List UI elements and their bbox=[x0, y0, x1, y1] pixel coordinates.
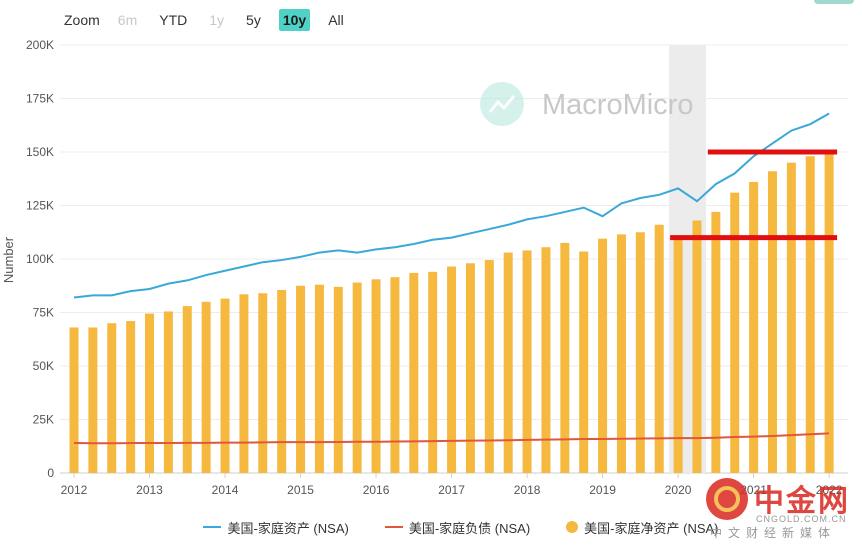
cngold-seal-ring-icon bbox=[714, 486, 740, 512]
y-tick-label: 175K bbox=[26, 92, 54, 106]
x-tick-label: 2013 bbox=[136, 483, 163, 497]
net-worth-bar bbox=[730, 192, 740, 473]
net-worth-bar bbox=[673, 237, 683, 473]
net-worth-bar bbox=[503, 252, 513, 473]
net-worth-bar bbox=[163, 311, 173, 473]
assets-line bbox=[73, 112, 830, 299]
net-worth-bar bbox=[654, 224, 664, 473]
net-worth-bar bbox=[107, 323, 117, 473]
net-worth-bar bbox=[352, 282, 362, 473]
assets-line-swatch-icon bbox=[203, 526, 222, 528]
net-worth-bar bbox=[314, 284, 324, 473]
net-worth-bars bbox=[69, 152, 834, 474]
source-tagline: 中文财经新媒体 bbox=[710, 526, 837, 540]
source-brand: 中金网 bbox=[754, 485, 850, 518]
net-worth-bar bbox=[484, 260, 494, 473]
highlight-lines bbox=[670, 149, 838, 241]
net-worth-bar bbox=[333, 286, 343, 473]
net-worth-bar bbox=[447, 266, 457, 473]
zoom-range-selector: Zoom 6m YTD 1y 5y 10y All bbox=[64, 8, 362, 32]
net-worth-bar bbox=[390, 277, 400, 473]
net-worth-bar bbox=[258, 293, 268, 473]
x-tick-label: 2014 bbox=[212, 483, 239, 497]
y-tick-label: 200K bbox=[26, 38, 54, 52]
x-tick-label: 2019 bbox=[589, 483, 616, 497]
net-worth-bar bbox=[296, 285, 306, 473]
x-tick-label: 2022 bbox=[816, 483, 843, 497]
net-worth-bar bbox=[220, 298, 230, 473]
macromicro-watermark: MacroMicro bbox=[480, 82, 693, 126]
watermark-logo-trend-icon bbox=[488, 95, 516, 113]
zoom-1y-button[interactable]: 1y bbox=[209, 12, 225, 28]
zoom-6m-button[interactable]: 6m bbox=[117, 12, 138, 28]
x-tick-label: 2015 bbox=[287, 483, 314, 497]
x-tick-label: 2020 bbox=[665, 483, 692, 497]
source-logo-badge: 中金网 CNGOLD.COM.CN 中文财经新媒体 bbox=[704, 474, 862, 549]
zoom-label: Zoom bbox=[64, 12, 100, 28]
legend-item-assets[interactable]: 美国-家庭资产 (NSA) bbox=[203, 516, 349, 538]
corner-tab[interactable] bbox=[814, 0, 854, 4]
net-worth-bar bbox=[579, 251, 589, 473]
net-worth-bar bbox=[465, 263, 475, 473]
net-worth-bar bbox=[126, 321, 136, 473]
net-worth-bar bbox=[277, 290, 287, 473]
net-worth-dot-swatch-icon bbox=[566, 521, 579, 533]
net-worth-bar bbox=[541, 247, 551, 473]
net-worth-bar bbox=[371, 279, 381, 473]
net-worth-bar bbox=[616, 234, 626, 473]
net-worth-bar bbox=[201, 301, 211, 473]
net-worth-bar bbox=[692, 220, 702, 473]
net-worth-bar bbox=[88, 327, 98, 473]
x-tick-label: 2016 bbox=[363, 483, 390, 497]
net-worth-bar bbox=[409, 272, 419, 473]
y-tick-label: 25K bbox=[33, 413, 54, 427]
net-worth-bar bbox=[749, 181, 759, 473]
series-lines bbox=[73, 112, 830, 445]
y-tick-label: 75K bbox=[33, 306, 54, 320]
y-tick-label: 50K bbox=[33, 359, 54, 373]
zoom-all-button[interactable]: All bbox=[328, 12, 344, 28]
net-worth-bar bbox=[428, 271, 438, 473]
net-worth-bar bbox=[69, 327, 79, 473]
y-tick-label: 125K bbox=[26, 199, 54, 213]
zoom-ytd-button[interactable]: YTD bbox=[159, 12, 188, 28]
legend-label-net-worth: 美国-家庭净资产 (NSA) bbox=[584, 520, 719, 536]
net-worth-bar bbox=[805, 156, 815, 473]
net-worth-bar bbox=[711, 211, 721, 474]
y-axis: 0 25K 50K 75K 100K 125K 150K 175K 200K bbox=[26, 38, 54, 480]
net-worth-bar bbox=[560, 242, 570, 473]
legend-item-liabilities[interactable]: 美国-家庭负债 (NSA) bbox=[384, 516, 531, 538]
zoom-5y-button[interactable]: 5y bbox=[246, 12, 261, 28]
liabilities-line bbox=[73, 432, 830, 445]
net-worth-bar bbox=[239, 294, 249, 473]
net-worth-bar bbox=[786, 162, 796, 473]
legend-label-assets: 美国-家庭资产 (NSA) bbox=[227, 520, 349, 536]
net-worth-bar bbox=[635, 232, 645, 473]
legend-label-liabilities: 美国-家庭负债 (NSA) bbox=[408, 520, 531, 536]
net-worth-bar bbox=[824, 152, 834, 473]
legend-item-net-worth[interactable]: 美国-家庭净资产 (NSA) bbox=[566, 516, 719, 538]
net-worth-bar bbox=[522, 250, 532, 473]
net-worth-bar bbox=[598, 238, 608, 473]
net-worth-bar bbox=[145, 313, 155, 473]
x-tick-label: 2012 bbox=[61, 483, 88, 497]
x-tick-label: 2017 bbox=[438, 483, 465, 497]
chart-svg: MacroMicro 0 25K 50K 75K 100K 125K 150K 175K 200… bbox=[1, 38, 848, 497]
zoom-10y-button[interactable]: 10y bbox=[278, 9, 311, 31]
watermark-text: MacroMicro bbox=[542, 89, 693, 121]
net-worth-bar bbox=[767, 171, 777, 473]
net-worth-bar bbox=[182, 306, 192, 473]
y-axis-label: Number bbox=[1, 236, 16, 283]
chart-legend: 美国-家庭资产 (NSA) 美国-家庭负债 (NSA) 美国-家庭净资产 (NS… bbox=[0, 516, 862, 538]
liabilities-line-swatch-icon bbox=[384, 526, 403, 528]
x-tick-label: 2018 bbox=[514, 483, 541, 497]
y-tick-label: 150K bbox=[26, 145, 54, 159]
y-tick-label: 100K bbox=[26, 252, 54, 266]
y-tick-label: 0 bbox=[47, 466, 54, 480]
source-domain: CNGOLD.COM.CN bbox=[756, 514, 847, 524]
